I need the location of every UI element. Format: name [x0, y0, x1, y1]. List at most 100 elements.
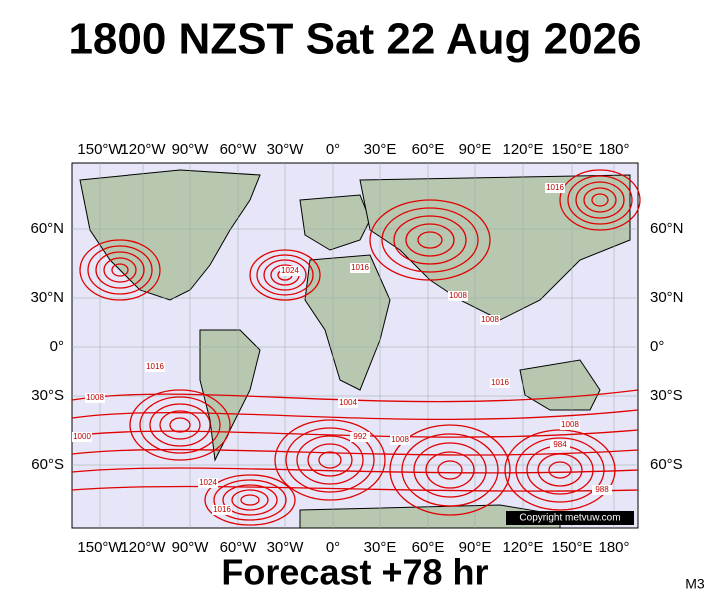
isobar: [381, 207, 479, 273]
isobar-label-bg: [350, 432, 370, 442]
lon-label-top: 60°W: [220, 141, 258, 158]
lon-label-top: 30°E: [364, 141, 397, 158]
isobar: [231, 489, 269, 511]
isobar: [405, 223, 455, 257]
lon-label-bottom: 120°W: [120, 539, 166, 556]
isobar-label-bg: [212, 505, 232, 515]
isobar-label: 1008: [449, 291, 467, 300]
isobar: [369, 199, 491, 281]
isobar-label-bg: [198, 478, 218, 488]
isobar-label: 1016: [213, 505, 231, 514]
isobar-label-bg: [350, 263, 370, 273]
isobar: [285, 427, 375, 493]
isobar-label-bg: [338, 398, 358, 408]
lon-label-top: 90°W: [172, 141, 210, 158]
isobar-label: 1008: [561, 420, 579, 429]
lat-label-left: 60°S: [31, 456, 64, 473]
isobar: [169, 417, 191, 433]
lon-label-bottom: 150°E: [551, 539, 592, 556]
title: 1800 NZST Sat 22 Aug 2026: [68, 15, 641, 64]
isobar: [393, 215, 467, 265]
lat-label-left: 60°N: [30, 220, 64, 237]
lat-label-left: 30°S: [31, 387, 64, 404]
isobar: [111, 263, 129, 277]
lon-label-top: 30°W: [267, 141, 305, 158]
isobar: [296, 435, 364, 485]
isobar: [71, 409, 639, 421]
isobar-label-bg: [280, 266, 300, 276]
forecast: Forecast +78 hr: [221, 552, 488, 593]
isobar: [103, 257, 137, 283]
copyright-box: [506, 511, 634, 525]
isobar-label-bg: [390, 435, 410, 445]
lat-label-right: 60°N: [650, 220, 684, 237]
isobar-label: 988: [595, 485, 609, 494]
isobar: [95, 251, 145, 289]
isobar-label-bg: [545, 183, 565, 193]
isobar: [240, 494, 260, 506]
isobar: [575, 181, 625, 219]
isobar: [249, 249, 321, 301]
axis-labels: 150°W150°W120°W120°W90°W90°W60°W60°W30°W…: [30, 141, 683, 556]
isobar-label-bg: [72, 432, 92, 442]
isobar: [413, 442, 487, 498]
lon-label-bottom: 30°E: [364, 539, 397, 556]
isobar: [222, 484, 278, 516]
isobar: [71, 448, 639, 456]
isobar-label-bg: [448, 291, 468, 301]
isobar: [139, 396, 221, 454]
isobar: [159, 410, 201, 440]
isobar: [213, 479, 287, 521]
isobar: [559, 169, 641, 231]
isobar: [401, 433, 499, 507]
isobar: [318, 451, 342, 469]
isobar: [256, 254, 314, 296]
isobar-label: 1004: [339, 398, 357, 407]
lon-label-bottom: 180°: [598, 539, 629, 556]
isobar: [71, 429, 639, 438]
isobar: [548, 461, 572, 479]
lon-label-top: 120°W: [120, 141, 166, 158]
isobar: [263, 259, 307, 291]
isobar-label: 1008: [86, 393, 104, 402]
lon-label-bottom: 90°E: [459, 539, 492, 556]
lat-label-right: 30°N: [650, 289, 684, 306]
lon-label-top: 180°: [598, 141, 629, 158]
copyright: Copyright metvuw.com: [519, 513, 620, 524]
isobar: [149, 403, 211, 447]
isobar: [389, 424, 511, 516]
isobar: [567, 175, 633, 225]
isobar: [71, 485, 639, 492]
lon-label-bottom: 30°W: [267, 539, 305, 556]
isobar-label: 1016: [491, 378, 509, 387]
isobar-label-bg: [480, 315, 500, 325]
lon-label-top: 60°E: [412, 141, 445, 158]
isobar-label: 1016: [146, 362, 164, 371]
isobar: [274, 419, 386, 501]
lon-label-bottom: 150°W: [77, 539, 123, 556]
isobar-label: 1024: [281, 266, 299, 275]
lat-label-left: 30°N: [30, 289, 64, 306]
isobar: [307, 443, 353, 477]
isobar-label: 1016: [546, 183, 564, 192]
isobar: [515, 437, 605, 503]
isobar-labels: 1016 1024 1016 1008 1008 1016 1008 1004 1016 1008…: [72, 183, 612, 515]
lon-label-bottom: 60°E: [412, 539, 445, 556]
isobar: [79, 239, 161, 301]
lat-label-right: 60°S: [650, 456, 683, 473]
lon-label-top: 0°: [326, 141, 340, 158]
isobar: [71, 389, 639, 403]
isobar: [591, 193, 609, 207]
isobar-label-bg: [592, 485, 612, 495]
isobar-label: 1008: [481, 315, 499, 324]
lat-label-left: 0°: [50, 338, 64, 355]
lon-label-top: 120°E: [502, 141, 543, 158]
isobar-label-bg: [490, 378, 510, 388]
model-code: M3: [685, 576, 705, 592]
lon-label-bottom: 0°: [326, 539, 340, 556]
isobars: [71, 169, 641, 526]
isobar-label: 1000: [73, 432, 91, 441]
lon-label-bottom: 120°E: [502, 539, 543, 556]
isobar: [129, 389, 231, 461]
